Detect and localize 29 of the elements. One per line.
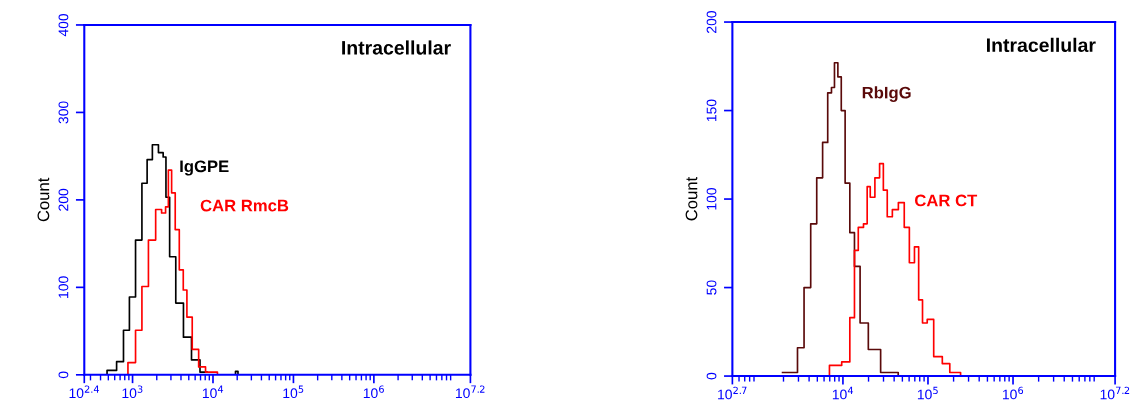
annotation: Intracellular	[342, 40, 451, 55]
y-tick-label: 100	[58, 276, 69, 298]
y-tick-label: 400	[58, 13, 69, 37]
series-label: IgGPE	[180, 160, 229, 176]
y-tick-label: 50	[706, 280, 717, 295]
x-tick-label: 10$^{4}$	[832, 386, 854, 400]
y-tick-label: 200	[58, 188, 69, 211]
annotation: Intracellular	[987, 37, 1096, 53]
x-tick-label: 10$^{6}$	[363, 385, 384, 399]
y-axis-title: Count	[685, 176, 698, 221]
x-tick-label: 10$^{3}$	[122, 385, 143, 399]
x-tick-label: 10$^{2.7}$	[718, 386, 747, 400]
y-tick-label: 150	[706, 99, 717, 122]
series-label: CAR RmcB	[200, 199, 289, 212]
y-axis-title: Count	[37, 177, 50, 222]
series-label: RbIgG	[862, 86, 911, 102]
y-tick-label: 200	[706, 11, 717, 33]
x-tick-label: 10$^{6}$	[1002, 386, 1024, 400]
x-tick-label: 10$^{2.4}$	[69, 385, 100, 399]
series-label: CAR CT	[914, 194, 978, 207]
x-tick-label: 10$^{5}$	[917, 386, 938, 400]
y-tick-label: 300	[58, 101, 69, 124]
x-tick-label: 10$^{5}$	[283, 385, 304, 399]
x-tick-label: 10$^{7.2}$	[1100, 386, 1130, 400]
x-tick-label: 10$^{4}$	[202, 385, 224, 399]
x-tick-label: 10$^{7.2}$	[455, 385, 485, 399]
y-tick-label: 100	[706, 188, 717, 210]
y-tick-label: 0	[58, 371, 69, 379]
y-tick-label: 0	[706, 372, 717, 380]
